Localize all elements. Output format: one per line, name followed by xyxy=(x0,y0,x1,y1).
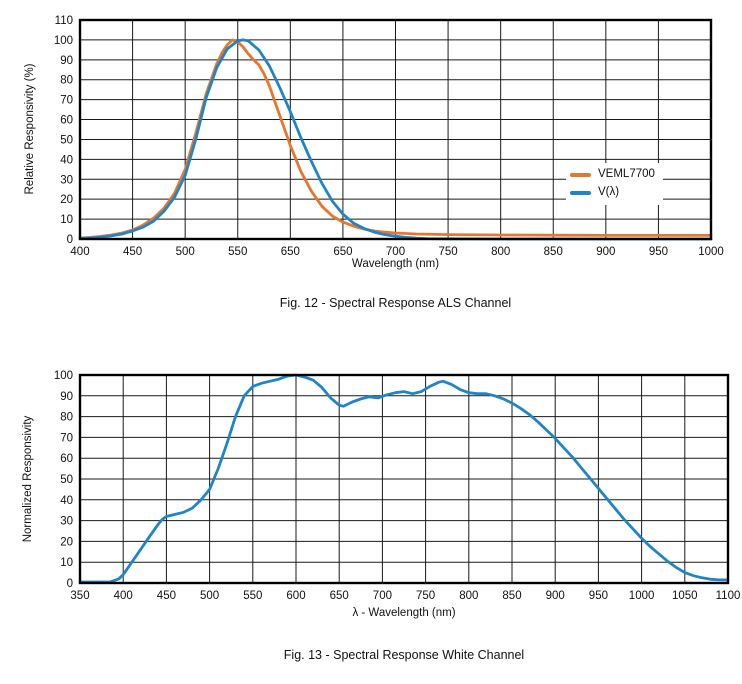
y-tick-label: 110 xyxy=(55,15,73,27)
x-tick-label: 900 xyxy=(596,246,615,258)
y-tick-label: 90 xyxy=(60,55,73,67)
series-line xyxy=(78,38,713,241)
x-tick-label: 1000 xyxy=(698,246,724,258)
y-tick-label: 100 xyxy=(54,35,73,47)
fig12-y-axis-title: Relative Responsivity (%) xyxy=(24,63,36,195)
y-tick-label: 50 xyxy=(60,474,73,486)
legend-label-veml7700: VEML7700 xyxy=(598,168,655,181)
x-tick-label: 800 xyxy=(491,246,510,258)
fig12-x-axis-title: Wavelength (nm) xyxy=(351,258,440,270)
x-tick-label: 400 xyxy=(70,246,89,258)
x-tick-label: 700 xyxy=(373,590,392,602)
x-tick-label: 750 xyxy=(438,246,457,258)
x-tick-label: 950 xyxy=(589,590,608,602)
y-tick-label: 30 xyxy=(60,174,73,186)
fig13-y-axis-title: Normalized Responsivity xyxy=(22,415,34,543)
x-tick-label: 1000 xyxy=(629,590,655,602)
veml7700-line-swatch-icon xyxy=(570,173,591,177)
x-tick-label: 450 xyxy=(123,246,142,258)
y-tick-label: 80 xyxy=(60,75,73,87)
x-tick-label: 600 xyxy=(286,590,305,602)
y-tick-label: 40 xyxy=(60,495,73,507)
x-tick-label: 650 xyxy=(333,246,352,258)
y-tick-label: 100 xyxy=(54,370,73,382)
x-tick-label: 900 xyxy=(546,590,565,602)
x-tick-label: 1050 xyxy=(672,590,698,602)
y-tick-label: 0 xyxy=(67,234,73,246)
x-tick-label: 950 xyxy=(649,246,668,258)
y-tick-label: 90 xyxy=(60,391,73,403)
x-tick-label: 700 xyxy=(386,246,405,258)
y-tick-label: 60 xyxy=(60,115,73,127)
x-tick-label: 550 xyxy=(228,246,247,258)
legend-label-v-lambda: V(λ) xyxy=(598,186,620,199)
x-tick-label: 400 xyxy=(114,590,133,602)
x-tick-label: 500 xyxy=(200,590,219,602)
y-tick-label: 70 xyxy=(60,95,73,107)
y-tick-label: 40 xyxy=(60,154,73,166)
fig13-x-axis-title: λ - Wavelength (nm) xyxy=(352,607,456,619)
fig12-legend: VEML7700 V(λ) xyxy=(566,163,663,205)
x-tick-label: 550 xyxy=(243,590,262,602)
y-tick-label: 30 xyxy=(60,516,73,528)
v-lambda-line-swatch-icon xyxy=(570,191,591,195)
x-tick-label: 750 xyxy=(416,590,435,602)
fig13-plot-area: 350 400 450 500 550 600 650 700 750 800 850 900 950 1… xyxy=(54,370,741,602)
x-tick-label: 800 xyxy=(459,590,478,602)
y-tick-label: 0 xyxy=(67,578,73,590)
x-tick-label: 850 xyxy=(544,246,563,258)
plot-border xyxy=(78,18,713,241)
y-tick-label: 10 xyxy=(60,557,73,569)
x-tick-label: 650 xyxy=(281,246,300,258)
series-line xyxy=(78,373,730,584)
y-tick-label: 20 xyxy=(60,536,73,548)
x-tick-label: 650 xyxy=(330,590,349,602)
legend-item-veml7700: VEML7700 xyxy=(570,166,655,184)
x-tick-label: 500 xyxy=(176,246,195,258)
fig12-caption: Fig. 12 - Spectral Response ALS Channel xyxy=(279,296,512,310)
fig13-caption: Fig. 13 - Spectral Response White Channe… xyxy=(283,648,525,662)
y-tick-label: 10 xyxy=(60,214,73,226)
series-line xyxy=(78,38,713,240)
y-tick-label: 50 xyxy=(60,134,73,146)
legend-item-v-lambda: V(λ) xyxy=(570,184,655,202)
x-tick-label: 850 xyxy=(502,590,521,602)
x-tick-label: 450 xyxy=(157,590,176,602)
x-tick-label: 350 xyxy=(70,590,89,602)
x-tick-label: 1100 xyxy=(716,590,741,602)
y-tick-label: 80 xyxy=(60,412,73,424)
y-tick-label: 20 xyxy=(60,194,73,206)
y-tick-label: 70 xyxy=(60,432,73,444)
plot-border xyxy=(78,373,730,585)
fig12-plot-area: 400 450 500 550 650 650 700 750 800 850 900 950 1000… xyxy=(54,15,724,258)
y-tick-label: 60 xyxy=(60,453,73,465)
